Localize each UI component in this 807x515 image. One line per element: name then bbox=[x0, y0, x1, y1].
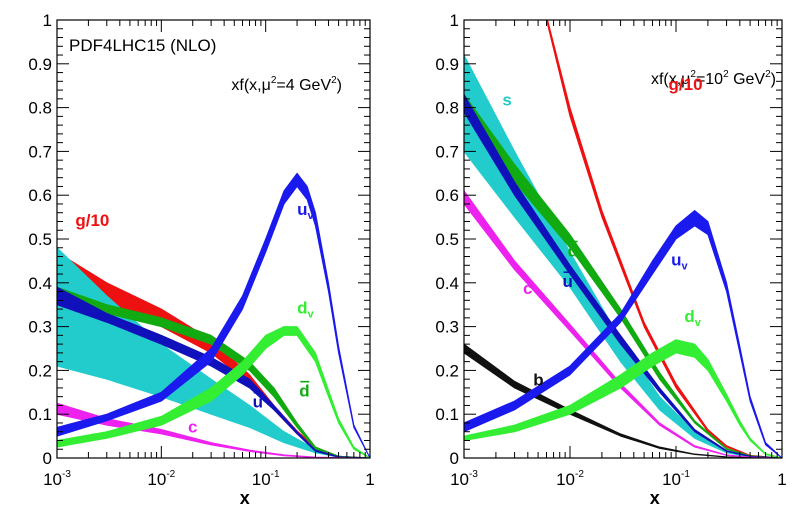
label-u_bar: u bbox=[563, 272, 573, 291]
label-d_bar: d bbox=[568, 242, 578, 261]
ytick-label: 0 bbox=[43, 449, 52, 468]
band-d_v bbox=[464, 339, 782, 458]
xtick-label: 10-1 bbox=[252, 469, 280, 489]
label-d_v: dv bbox=[297, 298, 314, 320]
ytick-label: 0.8 bbox=[28, 99, 52, 118]
ticks-left bbox=[56, 19, 371, 459]
xtick-label: 10-3 bbox=[43, 469, 71, 489]
ytick-label: 0.5 bbox=[28, 230, 52, 249]
label-g/10: g/10 bbox=[75, 211, 109, 230]
ytick-label: 0.9 bbox=[435, 55, 459, 74]
ytick-label: 0.3 bbox=[28, 318, 52, 337]
x-axis-label: x bbox=[650, 488, 660, 508]
ytick-label: 0.6 bbox=[435, 186, 459, 205]
label-d_v: dv bbox=[684, 307, 701, 329]
ytick-label: 0.5 bbox=[435, 230, 459, 249]
panel-title: PDF4LHC15 (NLO) bbox=[69, 36, 216, 55]
scale-annotation: xf(x,μ2=4 GeV2) bbox=[231, 75, 342, 94]
xtick-label: 10-2 bbox=[556, 469, 584, 489]
bands-left bbox=[57, 172, 370, 458]
ytick-label: 0.4 bbox=[435, 274, 459, 293]
ytick-label: 1 bbox=[43, 11, 52, 30]
xtick-label: 1 bbox=[777, 470, 786, 489]
ytick-label: 0.9 bbox=[28, 55, 52, 74]
band-u_v bbox=[57, 172, 370, 458]
x-axis-label: x bbox=[240, 488, 250, 508]
label-c: c bbox=[523, 279, 532, 298]
scale-annotation: xf(x,μ2=102 GeV2) bbox=[651, 69, 776, 88]
xtick-label: 1 bbox=[365, 470, 374, 489]
ytick-label: 0.8 bbox=[435, 99, 459, 118]
xtick-label: 10-2 bbox=[147, 469, 175, 489]
ytick-label: 0.1 bbox=[28, 405, 52, 424]
ticks-right bbox=[463, 19, 783, 459]
label-c: c bbox=[188, 418, 197, 437]
xtick-label: 10-1 bbox=[662, 469, 690, 489]
ytick-label: 0.2 bbox=[435, 361, 459, 380]
ytick-label: 0.7 bbox=[28, 142, 52, 161]
label-u_bar: u bbox=[253, 393, 263, 412]
ytick-label: 0.3 bbox=[435, 318, 459, 337]
label-u_v: uv bbox=[297, 200, 314, 222]
ytick-label: 0.2 bbox=[28, 361, 52, 380]
label-s: s bbox=[502, 90, 511, 109]
band-d_v bbox=[57, 326, 370, 458]
panel-right: 0 0.1 0.2 0.3 0.4 0.5 0.6 0.7 0.8 0.9 1 10-3 10-2 10-… bbox=[435, 11, 786, 508]
band-u_v bbox=[464, 210, 782, 458]
label-g/10: g/10 bbox=[669, 75, 703, 94]
ytick-label: 1 bbox=[450, 11, 459, 30]
panel-left: 0 0.1 0.2 0.3 0.4 0.5 0.6 0.7 0.8 0.9 1 10-3 10-2 10-… bbox=[28, 11, 374, 508]
ytick-label: 0 bbox=[450, 449, 459, 468]
ytick-label: 0.1 bbox=[435, 405, 459, 424]
ytick-label: 0.7 bbox=[435, 142, 459, 161]
label-b: b bbox=[533, 371, 543, 390]
label-u_v: uv bbox=[671, 250, 688, 272]
ytick-label: 0.4 bbox=[28, 274, 52, 293]
ytick-label: 0.6 bbox=[28, 186, 52, 205]
xtick-label: 10-3 bbox=[450, 469, 478, 489]
label-d_bar: d bbox=[299, 382, 309, 401]
